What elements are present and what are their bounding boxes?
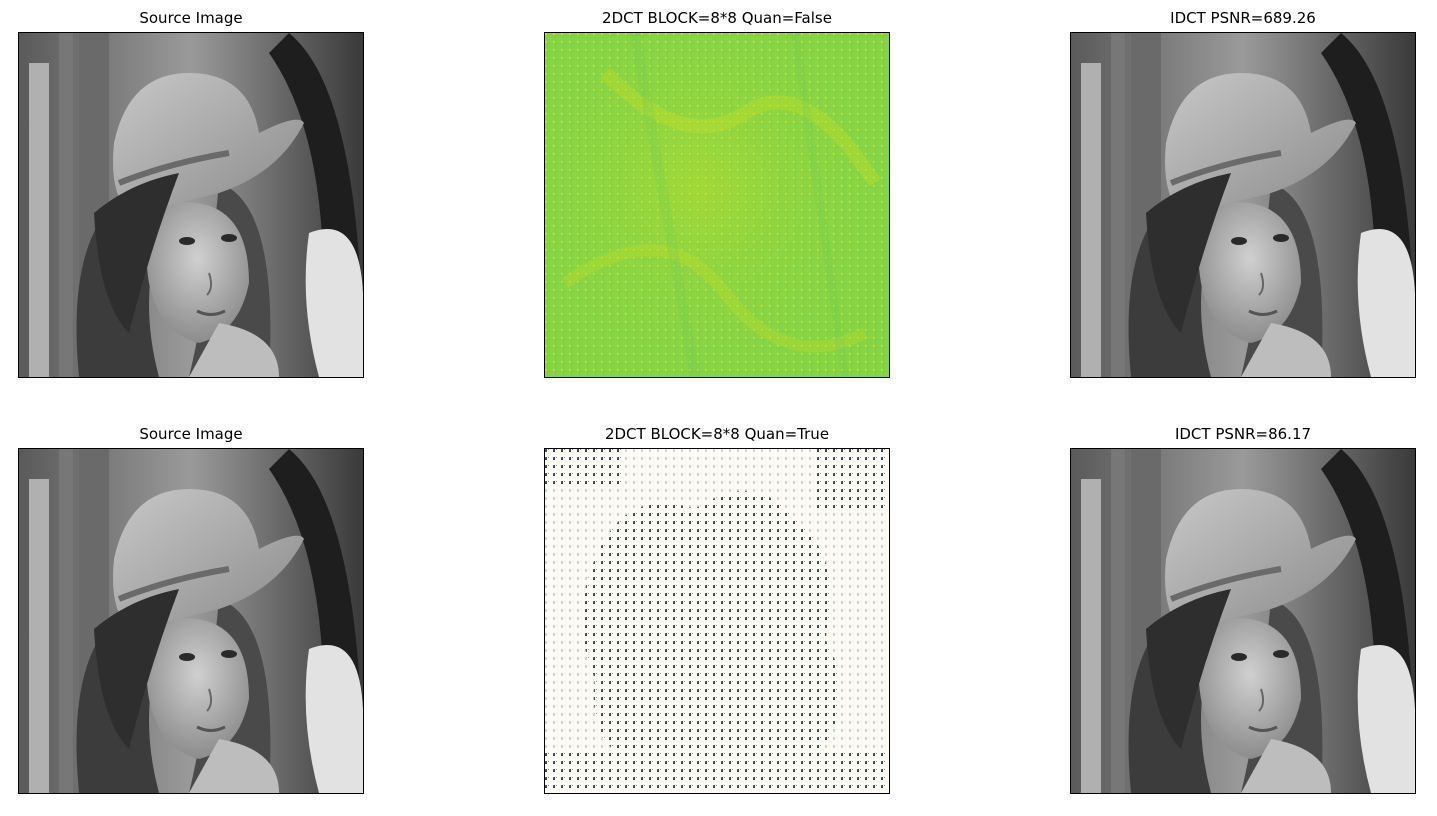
dct-coefficient-map	[545, 33, 889, 377]
panel-title: 2DCT BLOCK=8*8 Quan=True	[604, 425, 830, 443]
image-frame	[1070, 32, 1416, 378]
image-frame	[544, 448, 890, 794]
panel-title: 2DCT BLOCK=8*8 Quan=False	[602, 9, 832, 27]
source-photo-bottom	[19, 449, 363, 793]
source-photo-top	[19, 33, 363, 377]
panel-title: Source Image	[139, 9, 243, 27]
image-frame	[18, 32, 364, 378]
image-frame	[544, 32, 890, 378]
panel-title: IDCT PSNR=689.26	[1170, 9, 1316, 27]
reconstructed-photo-top	[1071, 33, 1415, 377]
reconstructed-photo-bottom	[1071, 449, 1415, 793]
image-frame	[18, 448, 364, 794]
panel-title: IDCT PSNR=86.17	[1174, 425, 1312, 443]
quantized-dct-map	[545, 449, 889, 793]
panel-title: Source Image	[139, 425, 243, 443]
image-frame	[1070, 448, 1416, 794]
